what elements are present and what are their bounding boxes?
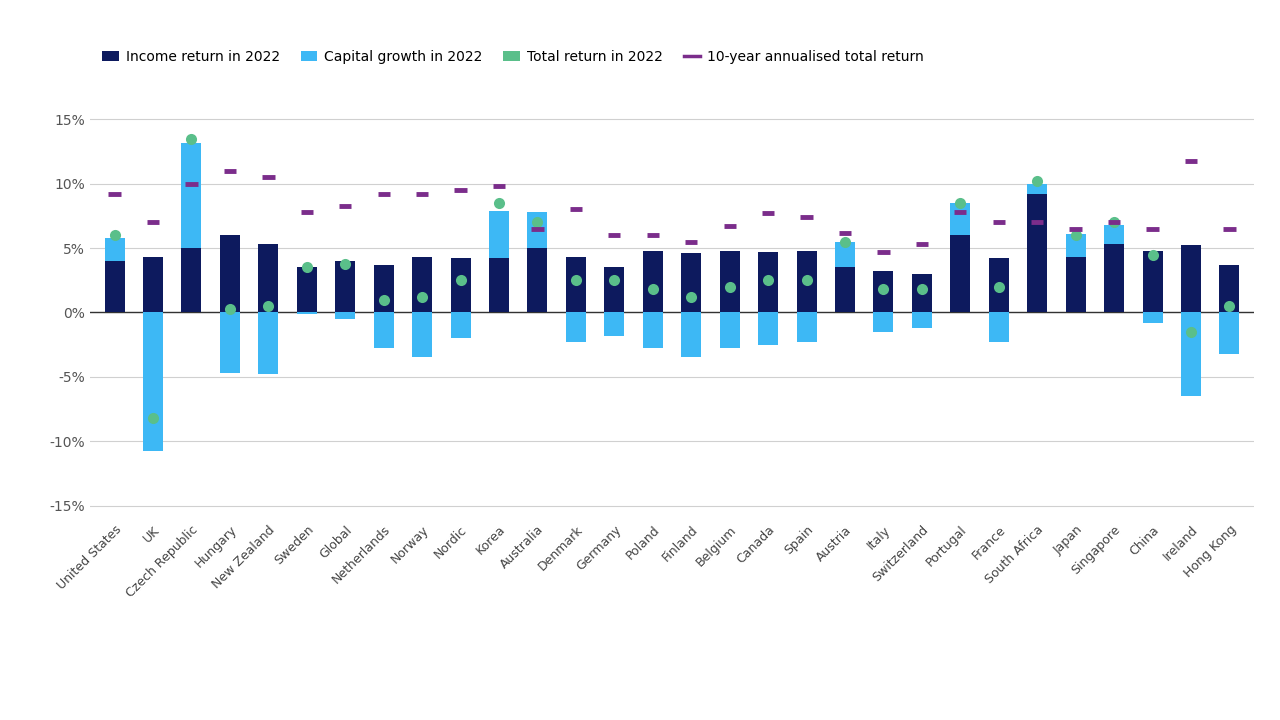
Bar: [489, 258, 509, 312]
Bar: [873, 312, 893, 332]
Bar: [1028, 194, 1047, 312]
Bar: [259, 312, 278, 374]
Bar: [1220, 312, 1239, 354]
Bar: [1181, 312, 1201, 396]
Bar: [297, 312, 316, 314]
Bar: [451, 312, 471, 338]
Bar: [988, 258, 1009, 312]
Bar: [643, 251, 663, 312]
Bar: [412, 312, 433, 358]
Bar: [835, 267, 855, 312]
Bar: [988, 312, 1009, 342]
Bar: [1143, 312, 1162, 323]
Bar: [527, 248, 548, 312]
Bar: [374, 265, 394, 312]
Bar: [105, 261, 124, 312]
Bar: [335, 261, 356, 312]
Bar: [796, 312, 817, 342]
Bar: [297, 267, 316, 312]
Bar: [566, 312, 586, 342]
Bar: [374, 312, 394, 348]
Bar: [451, 258, 471, 312]
Bar: [681, 253, 701, 312]
Bar: [489, 211, 509, 258]
Bar: [259, 244, 278, 312]
Bar: [412, 257, 433, 312]
Bar: [335, 312, 356, 319]
Bar: [835, 242, 855, 267]
Bar: [182, 143, 201, 248]
Legend: Income return in 2022, Capital growth in 2022, Total return in 2022, 10-year ann: Income return in 2022, Capital growth in…: [96, 45, 929, 70]
Bar: [182, 248, 201, 312]
Bar: [719, 251, 740, 312]
Bar: [758, 252, 778, 312]
Bar: [950, 235, 970, 312]
Bar: [1105, 244, 1124, 312]
Bar: [911, 312, 932, 328]
Bar: [719, 312, 740, 348]
Bar: [950, 203, 970, 235]
Bar: [758, 312, 778, 345]
Bar: [643, 312, 663, 348]
Bar: [911, 274, 932, 312]
Bar: [143, 312, 163, 451]
Bar: [105, 238, 124, 261]
Bar: [527, 212, 548, 248]
Bar: [681, 312, 701, 358]
Bar: [1028, 184, 1047, 194]
Bar: [604, 312, 625, 336]
Bar: [220, 235, 239, 312]
Bar: [1181, 246, 1201, 312]
Bar: [220, 312, 239, 373]
Bar: [566, 257, 586, 312]
Bar: [1066, 257, 1085, 312]
Bar: [1220, 265, 1239, 312]
Bar: [1143, 251, 1162, 312]
Bar: [1066, 234, 1085, 257]
Bar: [143, 257, 163, 312]
Bar: [1105, 225, 1124, 244]
Bar: [796, 251, 817, 312]
Bar: [873, 271, 893, 312]
Bar: [604, 267, 625, 312]
